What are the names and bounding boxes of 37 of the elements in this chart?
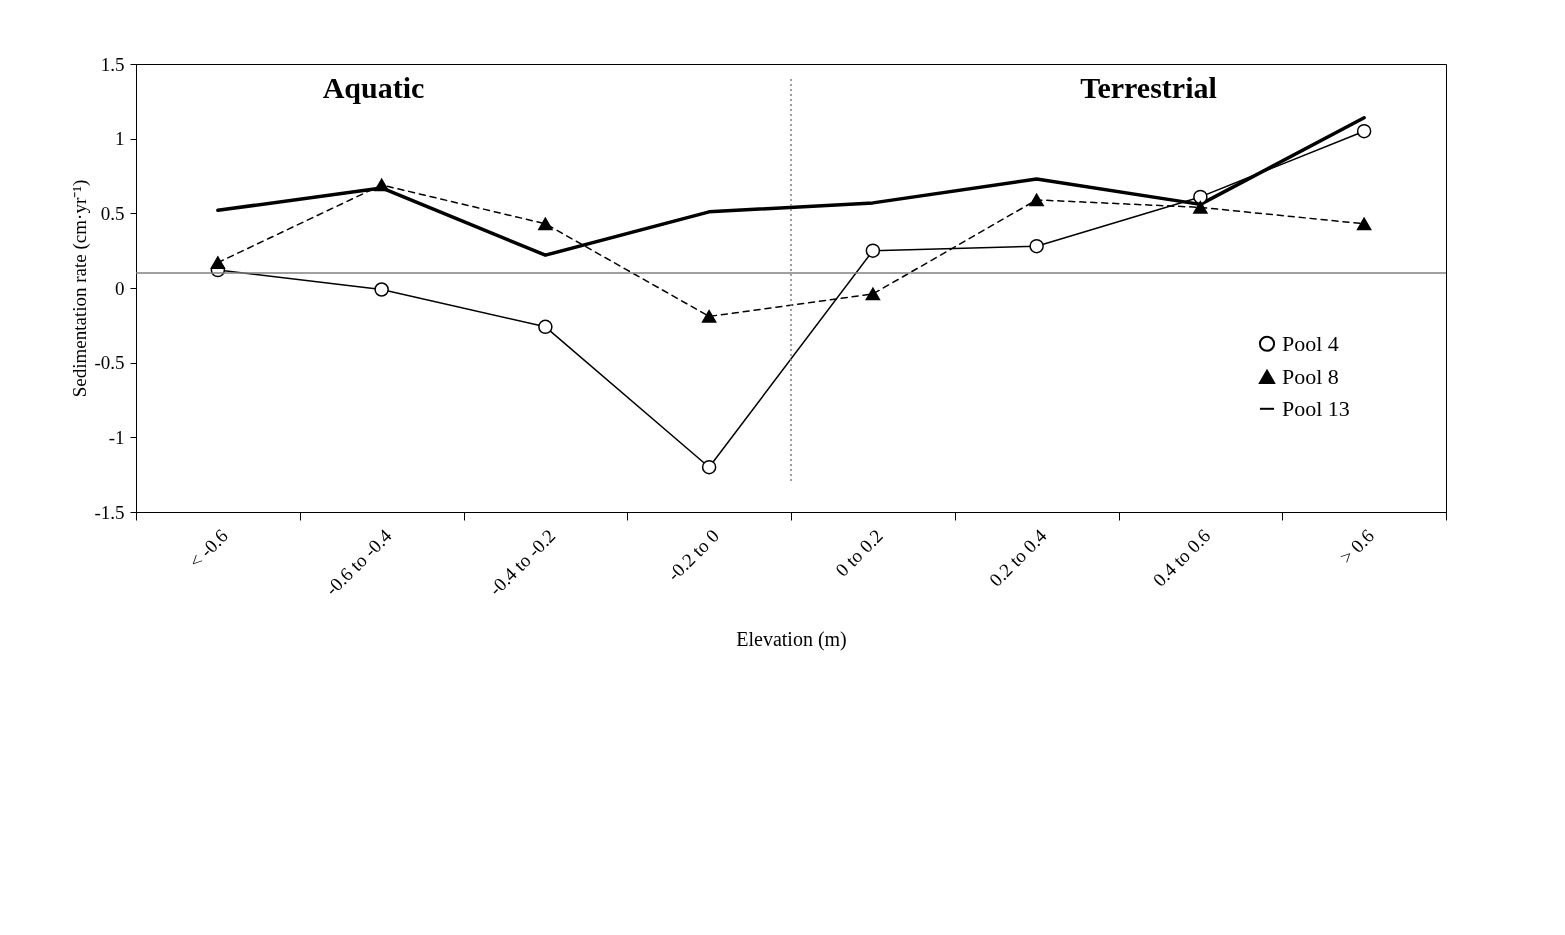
point <box>538 217 553 231</box>
y-axis-title: Sedimentation rate (cm·yr⁻¹) <box>69 179 92 398</box>
point <box>374 178 389 192</box>
legend-label: Pool 8 <box>1282 363 1339 389</box>
legend-label: Pool 13 <box>1282 395 1350 421</box>
x-tick-label: 0 to 0.2 <box>831 525 887 581</box>
y-tick-label: 0.5 <box>100 202 125 224</box>
legend-label: Pool 4 <box>1282 330 1339 356</box>
point <box>701 309 717 323</box>
point <box>374 282 389 297</box>
x-tick-label: < -0.6 <box>184 525 232 573</box>
point <box>1356 217 1372 231</box>
y-tick-label: -1 <box>108 426 125 448</box>
x-tick-label: 0.2 to 0.4 <box>984 524 1051 591</box>
x-tick-label: > 0.6 <box>1335 525 1379 568</box>
x-tick-label: -0.6 to -0.4 <box>321 524 396 600</box>
point <box>1356 123 1372 139</box>
y-tick-label: -0.5 <box>94 352 125 374</box>
y-tick-label: 1.5 <box>100 53 125 75</box>
x-axis-title: Elevation (m) <box>736 627 847 651</box>
point <box>538 319 553 335</box>
annotation: Terrestrial <box>1080 71 1217 104</box>
point <box>1029 193 1044 207</box>
point <box>1193 189 1208 205</box>
x-tick-label: 0.4 to 0.6 <box>1148 525 1215 591</box>
point <box>701 459 717 475</box>
x-tick-label: -0.2 to 0 <box>663 525 724 586</box>
annotation: Aquatic <box>322 71 425 104</box>
x-tick-label: -0.4 to -0.2 <box>484 525 560 600</box>
y-tick-label: 0 <box>115 277 125 299</box>
y-tick-label: -1.5 <box>94 501 125 523</box>
point <box>210 256 226 270</box>
point <box>865 243 881 258</box>
point <box>865 287 881 301</box>
y-tick-label: 1 <box>115 128 125 150</box>
point <box>1029 238 1044 254</box>
point <box>1193 200 1208 214</box>
